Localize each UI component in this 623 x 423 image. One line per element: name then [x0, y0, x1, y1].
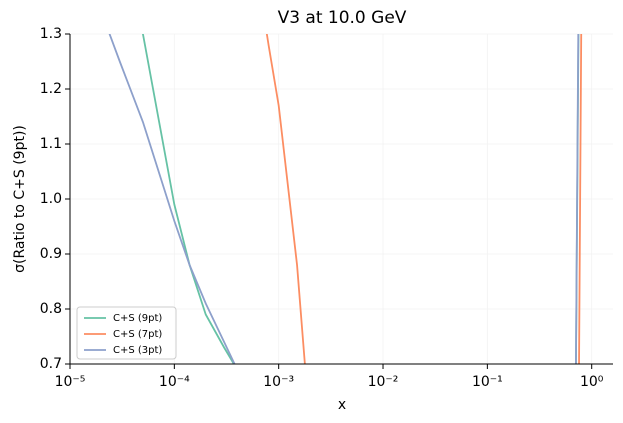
y-axis-label: σ(Ratio to C+S (9pt)) [12, 125, 28, 273]
x-tick-label: 10⁰ [580, 374, 604, 390]
y-tick-label: 1.3 [40, 26, 62, 42]
y-tick-label: 1.0 [40, 191, 62, 207]
y-tick-label: 0.9 [40, 246, 62, 262]
legend-label: C+S (9pt) [113, 313, 162, 324]
y-tick-label: 0.8 [40, 301, 62, 317]
x-tick-label: 10⁻⁵ [55, 374, 86, 390]
legend: C+S (9pt) C+S (7pt) C+S (3pt) [76, 306, 177, 360]
series-line [265, 34, 583, 364]
y-tick-label: 1.2 [40, 81, 62, 97]
ticks: 10⁻⁵ 10⁻⁴ 10⁻³ 10⁻² 10⁻¹ 10⁰ 0.7 0.8 0.9 1.0 1.1 1.… [40, 26, 604, 390]
grid [69, 33, 613, 365]
y-tick-label: 0.7 [40, 356, 62, 372]
plot-lines [108, 34, 583, 364]
y-tick-label: 1.1 [40, 136, 62, 152]
legend-label: C+S (7pt) [113, 329, 162, 340]
legend-box [76, 306, 177, 360]
x-tick-label: 10⁻² [368, 374, 399, 390]
series-line [142, 34, 580, 364]
x-axis-label: x [338, 397, 346, 413]
x-tick-label: 10⁻¹ [472, 374, 503, 390]
chart-title: V3 at 10.0 GeV [278, 8, 407, 28]
x-tick-label: 10⁻⁴ [159, 374, 190, 390]
x-tick-label: 10⁻³ [263, 374, 294, 390]
series-line [108, 34, 580, 364]
legend-label: C+S (3pt) [113, 345, 162, 356]
